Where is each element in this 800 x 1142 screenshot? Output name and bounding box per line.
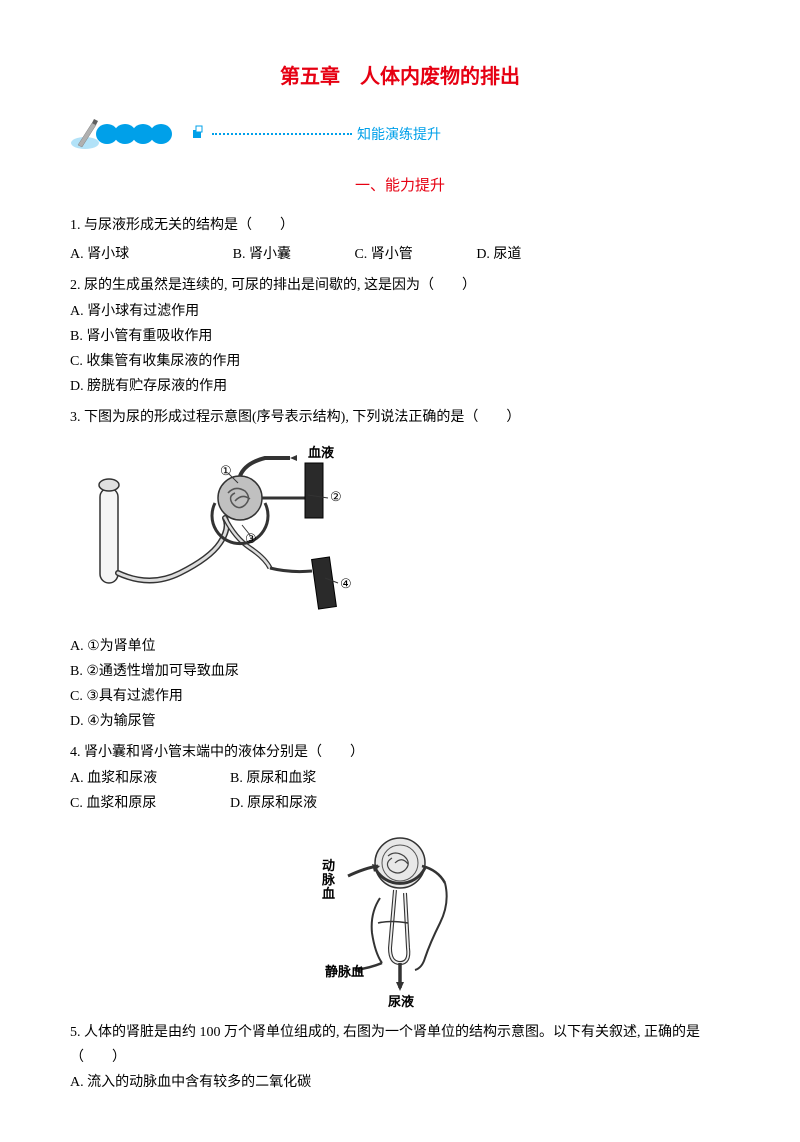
option-b: B. ②通透性增加可导致血尿 (70, 659, 730, 684)
question-text: 2. 尿的生成虽然是连续的, 可尿的排出是间歇的, 这是因为（ ） (70, 273, 730, 298)
label-urine: 尿液 (388, 994, 414, 1008)
chapter-title: 第五章 人体内废物的排出 (70, 60, 730, 89)
question-text: 4. 肾小囊和肾小管末端中的液体分别是（ ） (70, 740, 730, 765)
question-3: 3. 下图为尿的形成过程示意图(序号表示结构), 下列说法正确的是（ ） 血 (70, 405, 730, 734)
options-block: A. ①为肾单位 B. ②通透性增加可导致血尿 C. ③具有过滤作用 D. ④为… (70, 634, 730, 735)
question-4: 4. 肾小囊和肾小管末端中的液体分别是（ ） A. 血浆和尿液 B. 原尿和血浆… (70, 740, 730, 816)
decoration-blobs (100, 124, 172, 144)
section-header: 一、能力提升 (70, 174, 730, 195)
label-vein: 静脉血 (325, 964, 364, 979)
question-2: 2. 尿的生成虽然是连续的, 可尿的排出是间歇的, 这是因为（ ） A. 肾小球… (70, 273, 730, 399)
question-text: 1. 与尿液形成无关的结构是（ ） (70, 213, 730, 238)
question-1: 1. 与尿液形成无关的结构是（ ） A. 肾小球 B. 肾小囊 C. 肾小管 D… (70, 213, 730, 267)
options-block: A. 流入的动脉血中含有较多的二氧化碳 (70, 1070, 730, 1095)
label-artery: 血 (322, 886, 335, 901)
diagram-label-3: ③ (245, 531, 257, 546)
question-text: 3. 下图为尿的形成过程示意图(序号表示结构), 下列说法正确的是（ ） (70, 405, 730, 430)
diagram-container: 血液 ① ② ③ ④ (70, 443, 730, 622)
option-c: C. 收集管有收集尿液的作用 (70, 349, 730, 374)
blob-icon (150, 124, 172, 144)
diagram-label: 血液 (308, 445, 334, 460)
dotted-line (212, 133, 352, 135)
option-a: A. 肾小球 (70, 242, 129, 267)
option-b: B. 肾小囊 (233, 242, 291, 267)
option-a: A. ①为肾单位 (70, 634, 730, 659)
diagram-container-2: 动 脉 血 静脉血 尿液 (70, 828, 730, 1008)
option-c: C. 血浆和原尿 (70, 791, 230, 816)
options-block: A. 肾小球有过滤作用 B. 肾小管有重吸收作用 C. 收集管有收集尿液的作用 … (70, 299, 730, 400)
option-c: C. 肾小管 (354, 242, 412, 267)
chapter-title-text: 第五章 人体内废物的排出 (280, 66, 520, 88)
option-a: A. 流入的动脉血中含有较多的二氧化碳 (70, 1070, 730, 1095)
option-d: D. 膀胱有贮存尿液的作用 (70, 374, 730, 399)
label-artery: 脉 (321, 872, 336, 887)
label-artery: 动 (322, 858, 335, 873)
small-square-icon (187, 124, 207, 144)
option-d: D. 尿道 (476, 242, 521, 267)
option-d: D. ④为输尿管 (70, 709, 730, 734)
question-text: 5. 人体的肾脏是由约 100 万个肾单位组成的, 右图为一个肾单位的结构示意图… (70, 1020, 730, 1070)
option-b: B. 肾小管有重吸收作用 (70, 324, 730, 349)
decoration-banner: 知能演练提升 (70, 114, 730, 154)
urine-formation-diagram: 血液 ① ② ③ ④ (90, 443, 390, 613)
pen-icon (70, 117, 105, 152)
banner-subtitle: 知能演练提升 (357, 124, 441, 144)
option-d: D. 原尿和尿液 (230, 791, 390, 816)
section-header-text: 一、能力提升 (355, 178, 445, 194)
diagram-label-4: ④ (340, 576, 352, 591)
diagram-label-1: ① (220, 463, 232, 478)
diagram-label-2: ② (330, 489, 342, 504)
nephron-diagram: 动 脉 血 静脉血 尿液 (300, 828, 500, 1008)
option-a: A. 肾小球有过滤作用 (70, 299, 730, 324)
option-a: A. 血浆和尿液 (70, 766, 230, 791)
option-b: B. 原尿和血浆 (230, 766, 390, 791)
question-5: 5. 人体的肾脏是由约 100 万个肾单位组成的, 右图为一个肾单位的结构示意图… (70, 1020, 730, 1096)
options-row: A. 肾小球 B. 肾小囊 C. 肾小管 D. 尿道 (70, 242, 730, 267)
options-two-col: A. 血浆和尿液 B. 原尿和血浆 C. 血浆和原尿 D. 原尿和尿液 (70, 766, 730, 816)
option-c: C. ③具有过滤作用 (70, 684, 730, 709)
